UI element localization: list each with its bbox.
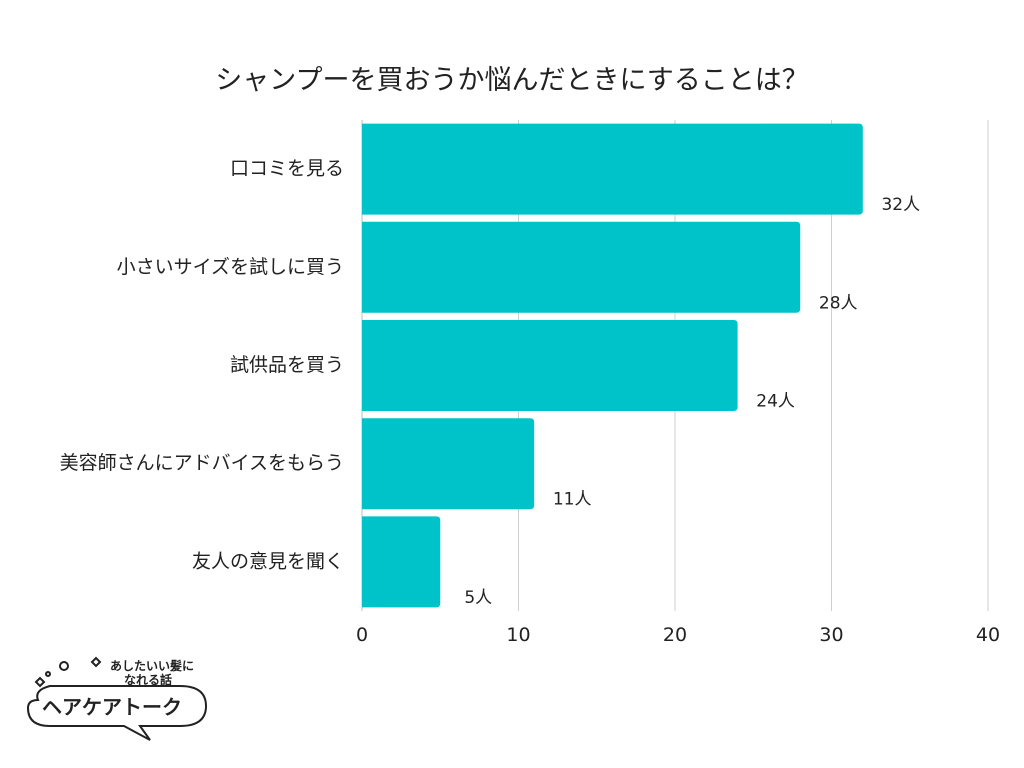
logo-tagline-2: なれる話 xyxy=(124,672,172,687)
value-label: 5人 xyxy=(464,588,492,608)
bar-chart: 口コミを見る小さいサイズを試しに買う試供品を買う美容師さんにアドバイスをもらう友… xyxy=(60,120,1000,646)
x-tick-label: 0 xyxy=(356,624,368,646)
x-tick-label: 10 xyxy=(506,624,530,646)
value-label: 11人 xyxy=(553,490,592,510)
category-labels: 口コミを見る小さいサイズを試しに買う試供品を買う美容師さんにアドバイスをもらう友… xyxy=(60,158,344,573)
value-label: 32人 xyxy=(881,195,920,215)
value-labels: 32人 28人 24人 11人 5人 xyxy=(464,195,920,608)
category-label: 友人の意見を聞く xyxy=(192,550,344,572)
bar xyxy=(362,516,441,608)
category-label: 口コミを見る xyxy=(230,158,344,180)
bars xyxy=(362,123,863,608)
x-tick-label: 20 xyxy=(663,624,687,646)
bar xyxy=(362,221,801,313)
value-label: 24人 xyxy=(756,392,795,412)
bar xyxy=(362,418,535,510)
bar xyxy=(362,123,863,215)
sparkle-icon xyxy=(34,656,102,688)
x-tick-label: 40 xyxy=(976,624,1000,646)
x-tick-label: 30 xyxy=(819,624,843,646)
logo-tagline-1: あしたいい髪に xyxy=(110,658,194,673)
logo-name: ヘアケアトーク xyxy=(42,695,182,719)
category-label: 美容師さんにアドバイスをもらう xyxy=(60,452,344,474)
chart-title: シャンプーを買おうか悩んだときにすることは？ xyxy=(215,65,809,96)
bar xyxy=(362,320,738,411)
category-label: 小さいサイズを試しに買う xyxy=(117,256,344,278)
x-tick-labels: 0 10 20 30 40 xyxy=(356,624,1000,646)
category-label: 試供品を買う xyxy=(230,354,344,376)
hair-care-talk-logo: あしたいい髪に なれる話 ヘアケアトーク xyxy=(26,656,208,741)
value-label: 28人 xyxy=(819,293,858,313)
speech-bubble-icon xyxy=(26,685,208,741)
